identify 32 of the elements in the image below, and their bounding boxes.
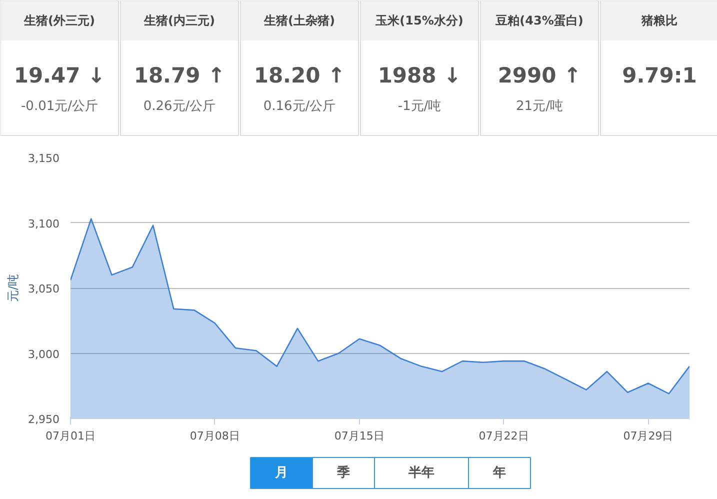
y-axis-title: 元/吨 (6, 274, 20, 302)
x-tick-label: 07月15日 (334, 430, 384, 442)
y-tick-label: 3,050 (28, 282, 60, 296)
text: 18.20 ↑ (254, 64, 346, 88)
y-tick-label: 2,950 (28, 413, 60, 426)
y-tick-label: 3,100 (28, 217, 60, 230)
x-tick-label: 07月08日 (190, 430, 240, 442)
category-label: 生猪(内三元) (143, 14, 215, 28)
text: 半年 (408, 466, 434, 480)
x-tick-label: 07月22日 (478, 430, 529, 442)
y-tick-label: 3,150 (28, 152, 60, 165)
text: 19.47 ↓ (14, 64, 106, 88)
text: 9.79:1 (622, 64, 697, 88)
category-label: 玉米(15%水分) (374, 14, 464, 28)
x-tick-label: 07月29日 (623, 430, 674, 442)
text: 0.26元/公斤 (143, 99, 216, 114)
text: 0.16元/公斤 (263, 99, 336, 114)
x-tick-label: 07月01日 (46, 430, 96, 442)
category-label: 猪粮比 (640, 14, 678, 28)
text: 2990 ↑ (498, 64, 582, 88)
text: 季 (336, 464, 350, 480)
text: -0.01元/公斤 (20, 99, 98, 114)
text: 月 (274, 466, 288, 480)
category-label: 生猪(外三元) (23, 14, 95, 28)
category-label: 生猪(土杂猪) (263, 14, 335, 28)
text: 年 (492, 466, 506, 480)
category-label: 豆粕(43%蛋白) (494, 14, 584, 28)
text: 18.79 ↑ (134, 64, 226, 88)
text: 21元/吨 (516, 99, 563, 114)
y-tick-label: 3,000 (28, 348, 60, 361)
text: 1988 ↓ (378, 64, 462, 88)
text: -1元/吨 (398, 99, 442, 114)
